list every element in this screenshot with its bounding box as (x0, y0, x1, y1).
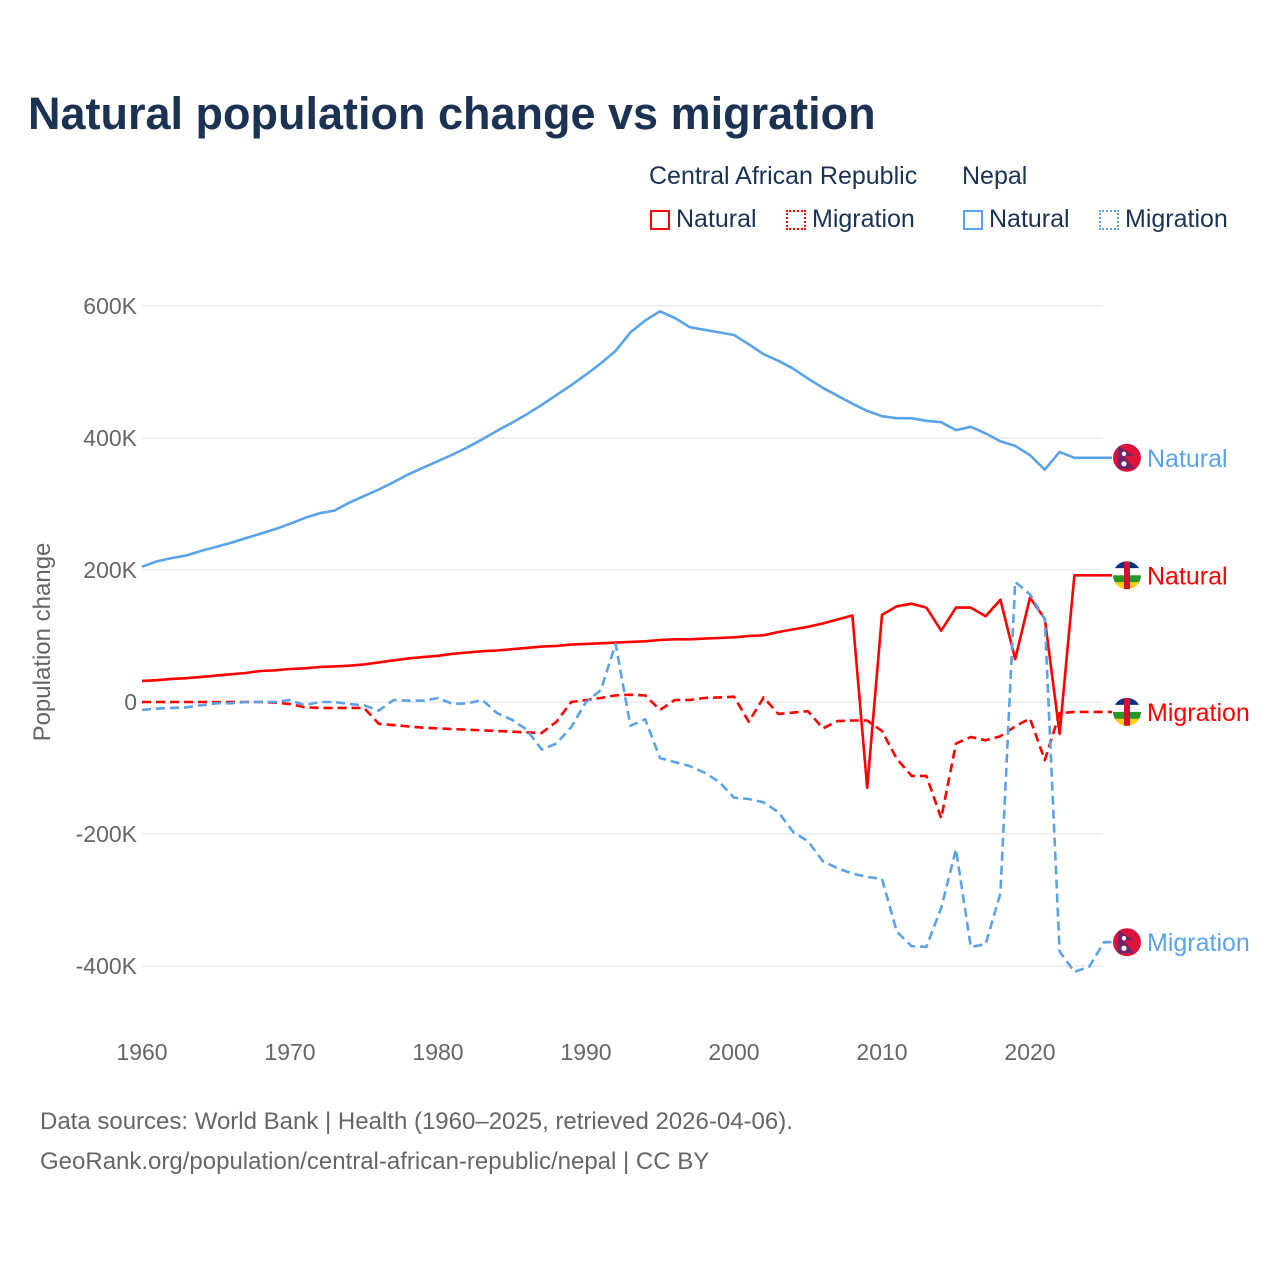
y-tick-label: 200K (83, 557, 137, 583)
series-line-central-african-republic-natural[interactable] (141, 574, 1112, 790)
legend-nepal-migration[interactable]: Migration (1099, 205, 1228, 234)
x-tick-label: 2020 (1004, 1039, 1055, 1065)
y-axis-label: Population change (29, 543, 56, 742)
x-tick-label: 1980 (412, 1039, 463, 1065)
nepal-flag-icon (1113, 443, 1141, 472)
legend-swatch-dotted (1099, 209, 1119, 230)
legend-group-car: Central African Republic (649, 162, 918, 190)
legend-group-nepal: Nepal (962, 162, 1028, 190)
series-end-label: Natural (1147, 562, 1228, 590)
footer-sources: Data sources: World Bank | Health (1960–… (40, 1108, 793, 1135)
x-tick-label: 1990 (560, 1039, 611, 1065)
car-flag-icon (1113, 561, 1141, 590)
legend-label: Migration (1125, 205, 1228, 233)
legend-label: Migration (812, 205, 915, 233)
y-tick-label: -400K (76, 953, 138, 979)
x-tick-label: 1970 (264, 1039, 315, 1065)
legend-label: Natural (676, 205, 757, 233)
legend-swatch-dotted (786, 209, 806, 230)
legend-swatch-solid (650, 209, 670, 230)
y-tick-label: 400K (83, 425, 137, 451)
series-end-label: Migration (1147, 929, 1250, 957)
footer-link[interactable]: GeoRank.org/population/central-african-r… (40, 1148, 710, 1175)
legend-nepal-natural[interactable]: Natural (963, 205, 1070, 234)
series-line-central-african-republic-migration[interactable] (142, 693, 1112, 820)
series-line-nepal-natural[interactable] (141, 310, 1112, 568)
series-end-label: Migration (1147, 699, 1250, 727)
car-flag-icon (1113, 697, 1141, 726)
nepal-flag-icon (1113, 928, 1141, 957)
series-line-nepal-migration[interactable] (141, 580, 1112, 974)
x-tick-label: 2010 (856, 1039, 907, 1065)
y-tick-label: 600K (83, 293, 137, 319)
y-tick-label: 0 (124, 689, 137, 715)
legend-car-migration[interactable]: Migration (786, 205, 915, 234)
legend-label: Natural (989, 205, 1070, 233)
series-end-label: Natural (1147, 445, 1228, 473)
y-tick-label: -200K (76, 821, 138, 847)
chart-title: Natural population change vs migration (28, 88, 876, 139)
x-tick-label: 2000 (708, 1039, 759, 1065)
x-tick-label: 1960 (116, 1039, 167, 1065)
legend-car-natural[interactable]: Natural (650, 205, 757, 234)
legend-swatch-solid (963, 209, 983, 230)
